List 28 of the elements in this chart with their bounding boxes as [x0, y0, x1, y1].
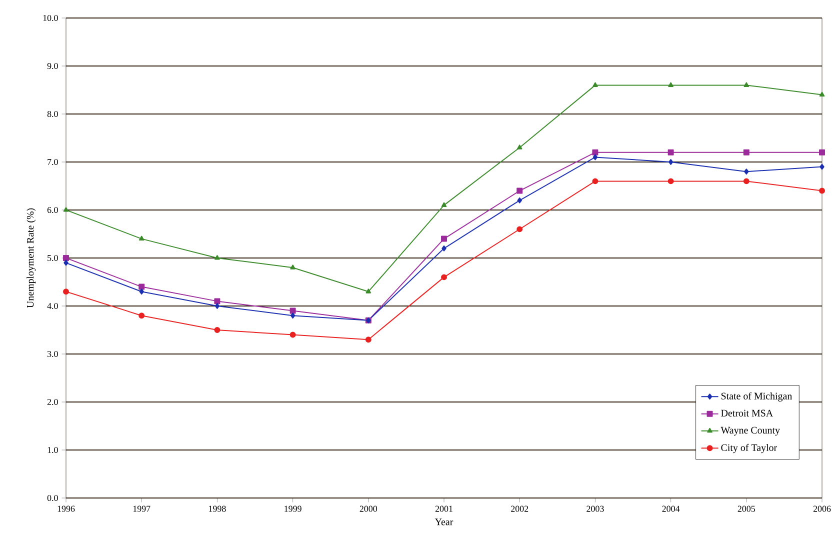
- x-tick-label: 2002: [511, 506, 528, 512]
- y-tick-label: 9.0: [47, 62, 58, 70]
- x-tick-label: 2003: [586, 506, 604, 512]
- legend-label: Detroit MSA: [721, 410, 774, 416]
- x-tick-label: 2004: [662, 506, 680, 512]
- y-axis-title: Unemployment Rate (%): [26, 208, 36, 308]
- x-tick-label: 2005: [738, 506, 756, 512]
- y-tick-label: 6.0: [47, 206, 58, 214]
- legend-label: State of Michigan: [721, 392, 792, 402]
- y-tick-label: 3.0: [47, 350, 58, 358]
- x-tick-label: 2006: [813, 506, 831, 512]
- y-tick-label: 1.0: [48, 446, 58, 454]
- x-axis-title: Year: [434, 518, 454, 526]
- legend-label: City of Taylor: [721, 444, 778, 454]
- y-tick-label: 5.0: [48, 254, 58, 262]
- x-tick-label: 1999: [284, 506, 302, 512]
- y-tick-label: 0.0: [47, 494, 58, 502]
- x-tick-label: 1997: [133, 506, 150, 512]
- legend-label: Wayne County: [720, 426, 780, 436]
- y-tick-label: 7.0: [48, 158, 58, 166]
- x-tick-label: 2001: [435, 506, 452, 512]
- x-tick-label: 2000: [360, 506, 378, 512]
- y-tick-label: 10.0: [43, 14, 58, 22]
- x-tick-label: 1996: [58, 506, 75, 512]
- y-tick-label: 2.0: [47, 398, 58, 406]
- y-tick-label: 4.0: [47, 302, 58, 310]
- x-tick-label: 1998: [209, 506, 226, 512]
- y-tick-label: 8.0: [47, 110, 58, 118]
